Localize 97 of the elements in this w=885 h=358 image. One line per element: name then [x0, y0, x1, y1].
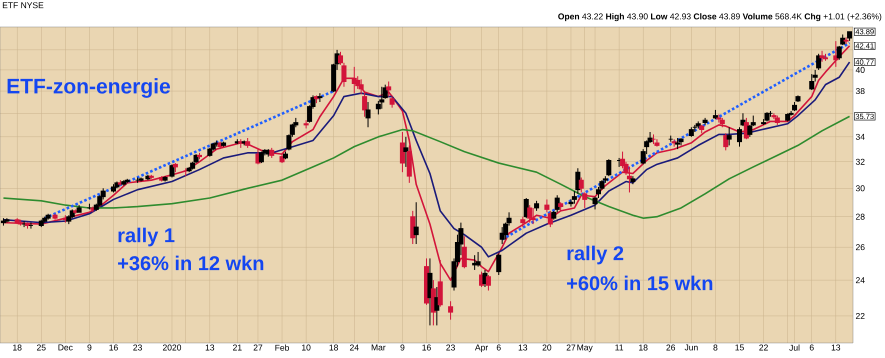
x-tick-label: 20: [542, 344, 552, 351]
x-tick-label: 21: [233, 344, 242, 350]
y-tick-label: 38: [856, 88, 865, 94]
candlestick: [720, 117, 725, 128]
candlestick: [410, 210, 416, 245]
candlestick: [847, 31, 852, 42]
x-tick-label: 2020: [162, 344, 182, 351]
candlestick: [390, 94, 395, 108]
y-tick-label: 30: [856, 185, 865, 192]
candlestick: [520, 216, 526, 228]
candlestick: [534, 200, 540, 212]
candlestick: [172, 162, 178, 173]
candlestick: [500, 226, 505, 245]
line-series: [2, 116, 850, 219]
candlestick: [582, 192, 588, 208]
x-tick-label: 9: [87, 344, 92, 351]
candlestick: [338, 51, 344, 66]
x-tick-label: Apr: [474, 344, 488, 352]
x-tick-label: 27: [566, 344, 576, 350]
x-tick-label: 18: [639, 344, 648, 351]
x-tick-label: 25: [36, 344, 46, 351]
candlestick: [269, 147, 274, 158]
x-tick-label: 15: [735, 344, 744, 350]
text: Open 43.22 High 43.90 Low 42.93 Close 43.89 Volume 568.4K Chg +1.01 (+2.36%): [558, 13, 882, 22]
candlestick: [366, 102, 371, 128]
x-tick-label: 23: [133, 344, 142, 351]
candlestick: [688, 126, 694, 138]
candlestick: [774, 115, 780, 126]
x-tick-label: Jul: [789, 344, 800, 351]
x-tick-label: 10: [302, 344, 311, 351]
x-tick-label: Mar: [372, 344, 386, 350]
candlestick: [675, 138, 680, 150]
candlestick: [712, 109, 718, 120]
candlestick: [341, 62, 346, 88]
x-tick-label: 8: [713, 344, 718, 351]
x-tick-label: May: [577, 344, 593, 352]
x-tick-label: 18: [13, 344, 22, 351]
candlestick: [258, 151, 264, 164]
x-tick-label: 22: [759, 344, 768, 350]
x-tick-label: Jun: [684, 344, 698, 350]
candlestick: [400, 132, 405, 173]
annotation: +60% in 15 wkn: [567, 276, 712, 290]
x-tick-label: Feb: [275, 344, 290, 351]
candlestick: [840, 34, 846, 46]
candlestick: [169, 164, 174, 178]
candlestick: [362, 92, 368, 118]
candlestick: [544, 198, 550, 213]
candlestick: [358, 78, 364, 95]
x-tick-label: 16: [109, 344, 118, 351]
x-tick-label: 6: [496, 344, 501, 351]
x-tick-label: 13: [206, 344, 214, 351]
candlestick: [723, 132, 728, 151]
candlestick: [736, 126, 742, 148]
candlestick: [403, 136, 408, 168]
candlestick: [792, 102, 798, 112]
y-tick-label: 26: [856, 244, 865, 250]
candlestick: [496, 253, 502, 276]
x-tick-label: 13: [832, 344, 840, 351]
y-tick-label: 28: [856, 214, 865, 220]
x-tick-label: 9: [400, 344, 404, 351]
x-tick-label: 23: [446, 344, 455, 351]
x-tick-label: 27: [254, 344, 262, 350]
candlestick: [530, 207, 536, 225]
x-tick-label: 11: [615, 344, 624, 350]
x-tick-label: 26: [666, 344, 676, 351]
candlestick: [476, 251, 481, 268]
y-tick-label: 24: [856, 277, 865, 284]
x-tick-label: 13: [518, 344, 528, 351]
annotation: rally 1: [118, 228, 174, 246]
candlestick: [572, 190, 577, 204]
x-tick-label: Dec: [58, 344, 73, 350]
candlestick: [809, 74, 814, 90]
candlestick: [527, 204, 532, 224]
candlestick: [816, 53, 822, 70]
annotation: rally 2: [568, 246, 624, 264]
y-tick-label: 40: [856, 66, 865, 73]
annotation: ETF-zon-energie: [8, 78, 170, 98]
candlestick: [578, 176, 584, 193]
y-tick-label: 22: [856, 312, 865, 319]
candlestick: [448, 300, 454, 320]
x-tick-label: 24: [350, 344, 359, 350]
candlestick: [606, 158, 612, 177]
x-tick-label: 6: [810, 344, 814, 351]
candlestick: [245, 138, 250, 148]
candlestick: [626, 166, 632, 193]
x-tick-label: 16: [422, 344, 431, 351]
candlestick: [486, 274, 491, 292]
chart-title: ETF NYSE: [2, 2, 44, 8]
candlestick: [462, 236, 467, 269]
y-tick-label: 34: [856, 134, 865, 140]
candlestick: [726, 126, 732, 146]
x-tick-label: 18: [330, 344, 338, 351]
y-tick-label: 32: [856, 158, 865, 165]
candlestick: [386, 80, 392, 98]
candlestick: [414, 202, 419, 245]
annotation: +36% in 12 wkn: [118, 256, 264, 270]
candlestick: [836, 45, 842, 60]
